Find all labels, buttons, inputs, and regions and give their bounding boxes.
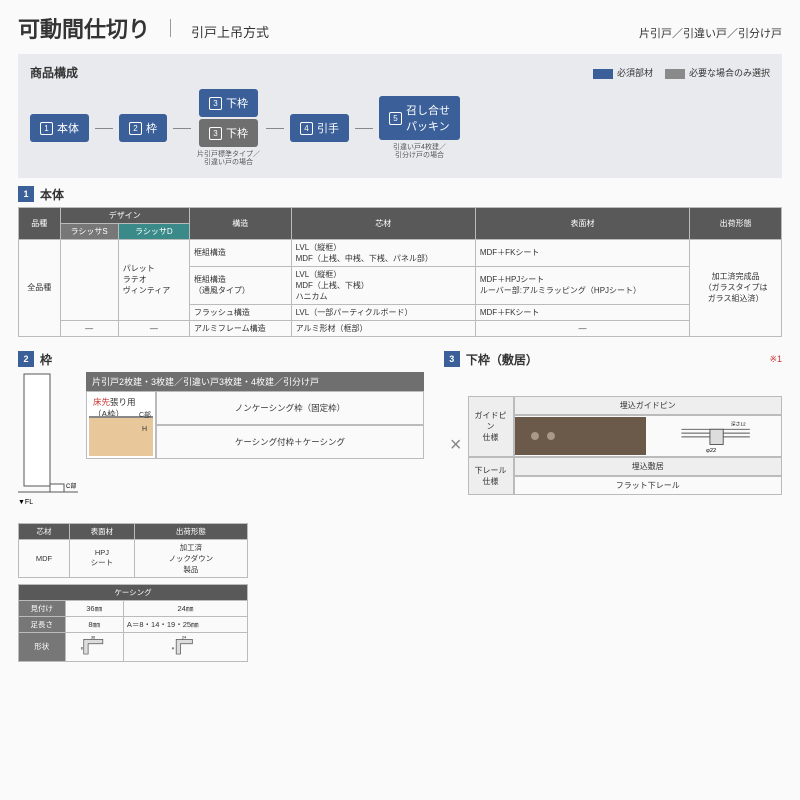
section-2: 2 枠 ▼FL C部 片引戸2枚建・3枚建／引違い戸3枚建・4枚建／引分け戸 — [18, 343, 424, 662]
casing-shape-1: 36 8 — [79, 635, 109, 657]
section-1-header: 1 本体 — [18, 186, 782, 203]
frame-grid: 床先張り用（A枠） C部 H ノンケーシング枠（固定枠） ケーシング付枠＋ケーシ… — [86, 391, 424, 459]
cell-r2-core: LVL（縦框） MDF（上桟、下桟） ハニカム — [291, 266, 475, 304]
th-ship: 出荷形態 — [690, 207, 782, 239]
header-rail: 埋込敷居 — [514, 457, 783, 476]
legend-optional: 必要な場合のみ選択 — [689, 68, 770, 78]
svg-text:深さ12: 深さ12 — [731, 420, 746, 427]
th-design: デザイン — [60, 207, 189, 223]
flow-diagram: 1本体 2枠 3下枠 3下枠 片引戸標準タイプ／ 引違い戸の場合 4引手 5召し… — [30, 89, 770, 168]
page-title: 可動間仕切り — [18, 12, 150, 44]
page-header: 可動間仕切り 引戸上吊方式 片引戸／引違い戸／引分け戸 — [18, 12, 782, 44]
sill-grid: ガイドピン 仕様 埋込ガイドピン φ22 深さ12 — [468, 396, 783, 495]
cell-r2-struct: 框組構造 （通風タイプ） — [189, 266, 291, 304]
cell-r2-surface: MDF＋HPJシート ルーバー部:アルミラッピング（HPJシート） — [475, 266, 689, 304]
node-sill-a: 3下枠 — [199, 89, 258, 117]
table-body-spec: 品種 デザイン 構造 芯材 表面材 出荷形態 ラシッサS ラシッサD 全品種 パ… — [18, 207, 782, 337]
caption-packing: 引違い戸4枚建／ 引分け戸の場合 — [393, 144, 446, 161]
th-struct: 構造 — [189, 207, 291, 239]
cell-r1-surface: MDF＋FKシート — [475, 239, 689, 266]
cross-icon: × — [444, 434, 468, 457]
badge-1: 1 — [18, 186, 34, 202]
section-1-title: 本体 — [40, 186, 64, 203]
divider — [170, 19, 171, 37]
node-body: 1本体 — [30, 114, 89, 142]
cell-r3-core: LVL（一部パーティクルボード） — [291, 304, 475, 320]
header-guidepin: 埋込ガイドピン — [514, 396, 783, 415]
swatch-optional — [665, 69, 685, 79]
panel-title: 片引戸2枚建・3枚建／引違い戸3枚建・4枚建／引分け戸 — [86, 372, 424, 391]
section-3: 3 下枠（敷居） ※1 × ガイドピン 仕様 埋込ガイドピン — [444, 343, 782, 495]
badge-3: 3 — [444, 351, 460, 367]
node-packing-group: 5召し合せ パッキン 引違い戸4枚建／ 引分け戸の場合 — [379, 96, 460, 161]
swatch-required — [593, 69, 613, 79]
caption-sill: 片引戸標準タイプ／ 引違い戸の場合 — [197, 151, 260, 168]
node-packing: 5召し合せ パッキン — [379, 96, 460, 140]
cell-type: 全品種 — [19, 239, 61, 336]
badge-2: 2 — [18, 351, 34, 367]
label-yukasaki: 床先 — [93, 397, 110, 407]
th-surface: 表面材 — [475, 207, 689, 239]
guidepin-image — [515, 417, 646, 455]
cell-r3-surface: MDF＋FKシート — [475, 304, 689, 320]
composition-panel: 商品構成 必須部材 必要な場合のみ選択 1本体 2枠 3下枠 3下枠 片引戸標準… — [18, 54, 782, 178]
cell-mdf: MDF — [19, 539, 70, 577]
svg-text:▼FL: ▼FL — [18, 499, 33, 506]
th-casing: ケーシング — [19, 584, 248, 600]
cell-flat-rail: フラット下レール — [514, 476, 783, 495]
cell-r1-core: LVL（縦框） MDF（上桟、中桟、下桟、パネル部） — [291, 239, 475, 266]
label-rail: 下レール 仕様 — [468, 457, 514, 495]
svg-text:φ22: φ22 — [706, 448, 716, 454]
section-3-title: 下枠（敷居） — [466, 351, 538, 368]
svg-text:36: 36 — [91, 635, 95, 639]
cell-r4-struct: アルミフレーム構造 — [189, 320, 291, 336]
cell-r4-core: アルミ形材（框部） — [291, 320, 475, 336]
th-lasissa-s: ラシッサS — [60, 223, 118, 239]
cell-casing: ケーシング付枠＋ケーシング — [156, 425, 424, 459]
svg-text:C部: C部 — [66, 482, 76, 490]
guidepin-diagram: φ22 深さ12 — [650, 416, 781, 454]
header-right: 片引戸／引違い戸／引分け戸 — [639, 25, 782, 41]
th-type: 品種 — [19, 207, 61, 239]
door-sketch: ▼FL C部 — [18, 372, 78, 515]
cell-dash2: — — [118, 320, 189, 336]
label-h: H — [142, 426, 147, 433]
cell-dash1: — — [60, 320, 118, 336]
cell-knockdown: 加工済 ノックダウン 製品 — [134, 539, 247, 577]
node-sill-group: 3下枠 3下枠 片引戸標準タイプ／ 引違い戸の場合 — [197, 89, 260, 168]
cell-r3-struct: フラッシュ構造 — [189, 304, 291, 320]
svg-text:24: 24 — [182, 635, 186, 639]
cell-noncasing: ノンケーシング枠（固定枠） — [156, 391, 424, 425]
cell-r4-surface: — — [475, 320, 689, 336]
table-casing: ケーシング 見付け36㎜24㎜ 足長さ8㎜A＝8・14・19・25㎜ 形状 36… — [18, 584, 248, 662]
svg-text:A: A — [172, 646, 175, 650]
casing-shape-2: 24 A — [170, 635, 200, 657]
section-2-title: 枠 — [40, 351, 52, 368]
page-subtitle: 引戸上吊方式 — [191, 22, 269, 41]
cell-designs: パレット ラテオ ヴィンティア — [118, 239, 189, 320]
th-lasissa-d: ラシッサD — [118, 223, 189, 239]
label-guidepin: ガイドピン 仕様 — [468, 396, 514, 457]
node-handle: 4引手 — [290, 114, 349, 142]
cell-ship: 加工済完成品 （ガラスタイプは ガラス組込済） — [690, 239, 782, 336]
cell-r1-struct: 框組構造 — [189, 239, 291, 266]
legend: 必須部材 必要な場合のみ選択 — [593, 66, 770, 79]
label-c: C部 — [139, 410, 151, 420]
composition-title: 商品構成 — [30, 64, 78, 81]
legend-required: 必須部材 — [617, 68, 653, 78]
node-frame: 2枠 — [119, 114, 167, 142]
svg-text:8: 8 — [81, 646, 83, 650]
cell-hpj: HPJ シート — [70, 539, 135, 577]
note-1: ※1 — [769, 354, 782, 365]
th-core: 芯材 — [291, 207, 475, 239]
table-material: 芯材表面材出荷形態 MDF HPJ シート 加工済 ノックダウン 製品 — [18, 523, 248, 578]
node-sill-b: 3下枠 — [199, 119, 258, 147]
